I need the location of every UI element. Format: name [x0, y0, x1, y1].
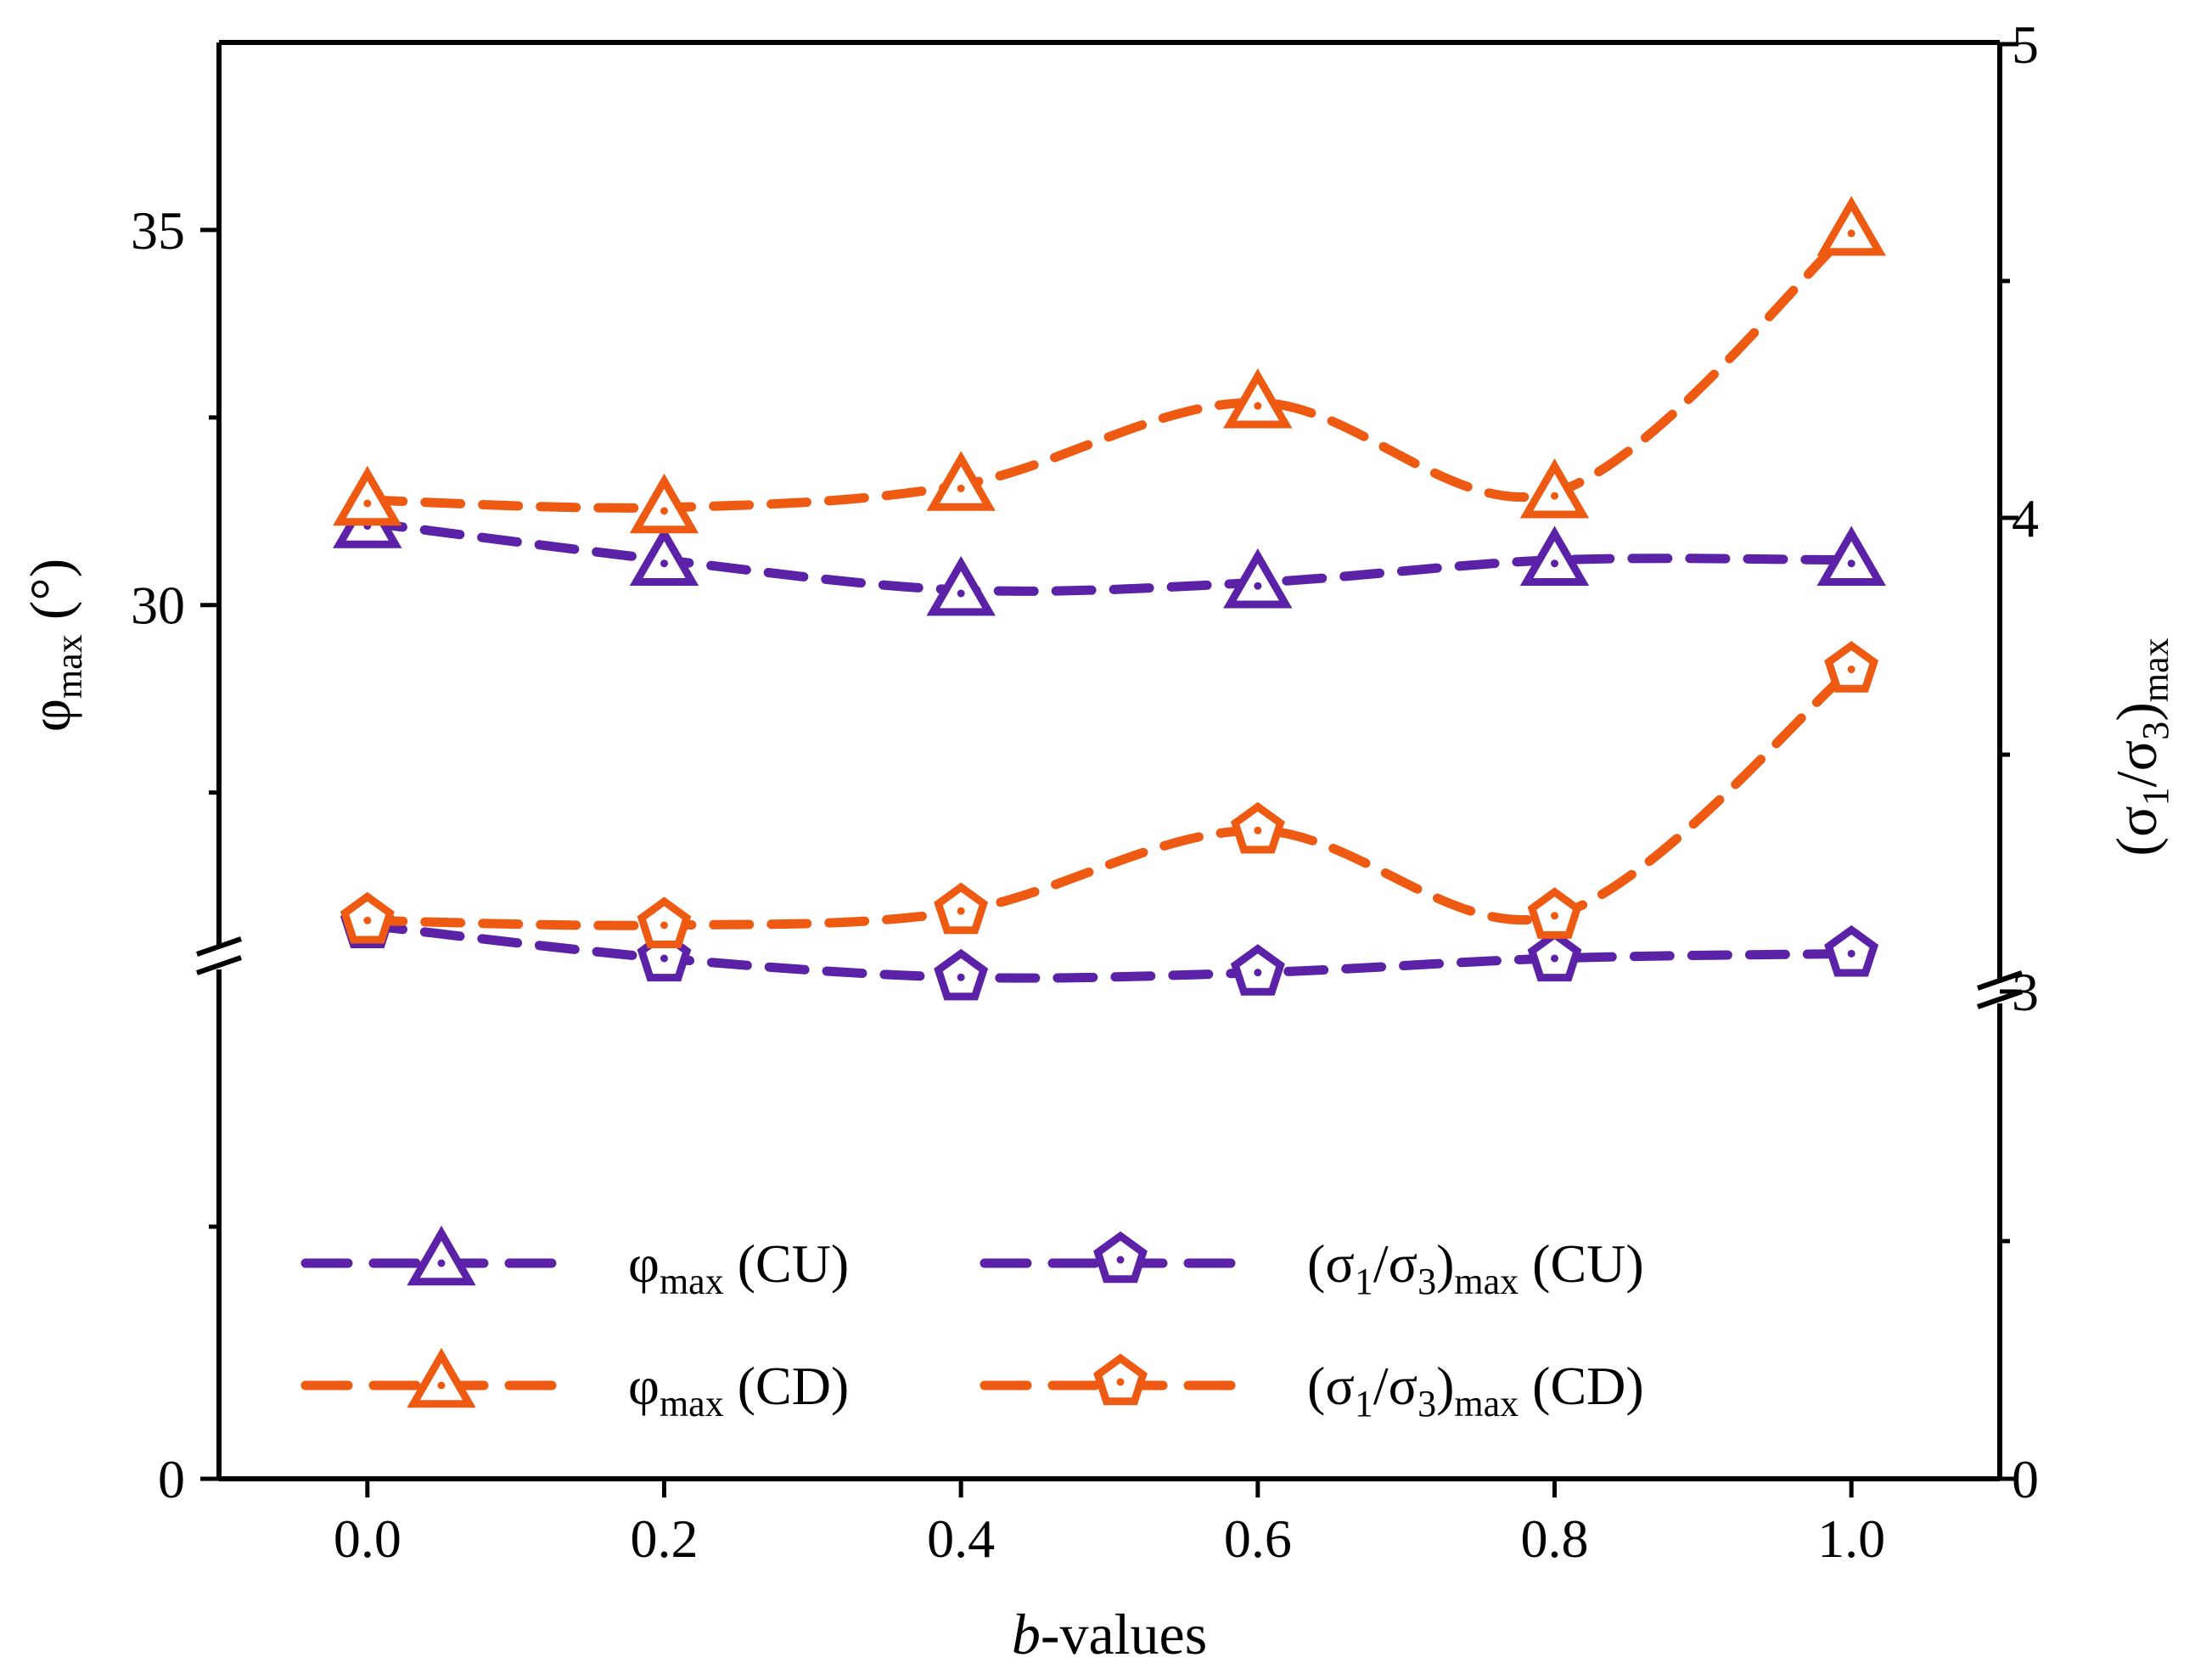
- series-1-point-center: [363, 499, 372, 508]
- legend-entry-0: φmax (CU): [300, 1225, 849, 1302]
- series-3: [340, 641, 1879, 948]
- series-2-point-center: [1847, 949, 1855, 958]
- x-tick-label: 0.8: [1521, 1509, 1589, 1569]
- y-left-tick-label: 0: [158, 1449, 185, 1509]
- series-0-point: [1223, 548, 1293, 609]
- series-0: [333, 488, 1886, 616]
- legend-marker-center: [437, 1259, 446, 1267]
- series-1-point-center: [1254, 402, 1262, 410]
- series-1-point-center: [660, 507, 668, 515]
- y-right-tick-label: 4: [2012, 488, 2039, 548]
- series-3-point-center: [1551, 912, 1558, 920]
- legend-marker-center: [437, 1381, 446, 1390]
- x-tick-label: 0.4: [927, 1509, 995, 1569]
- series-1-point: [926, 451, 996, 511]
- y-right-tick-label: 5: [2012, 14, 2039, 75]
- right-axis-break-mark-upper: [1977, 970, 2023, 991]
- series-1-point-center: [957, 484, 965, 492]
- legend-label: (σ1/σ3)max (CD): [1307, 1356, 1644, 1424]
- x-tick-label: 0.2: [631, 1509, 699, 1569]
- left-axis-break-mark-lower: [196, 955, 242, 975]
- y-right-axis-title: (σ1/σ3)max: [2104, 638, 2176, 856]
- x-tick-label: 0.0: [334, 1509, 401, 1569]
- series-2: [340, 896, 1879, 1001]
- x-axis-title: b-values: [1012, 1602, 1207, 1666]
- series-0-point-center: [1847, 559, 1855, 568]
- series-2-point-center: [660, 954, 668, 963]
- series-1-point: [1223, 368, 1293, 429]
- series-0-point: [1519, 525, 1590, 586]
- legend-marker-center: [1116, 1256, 1125, 1264]
- series-0-point: [1816, 525, 1886, 586]
- right-axis-break-mark-lower: [1977, 989, 2023, 1009]
- series-1: [333, 195, 1886, 534]
- legend-label: φmax (CU): [628, 1233, 849, 1302]
- series-1-line: [362, 225, 1856, 513]
- legend-marker-center: [1116, 1378, 1125, 1386]
- series-0-point: [629, 525, 699, 586]
- y-right-tick-label: 3: [2012, 962, 2039, 1022]
- series-3-line: [362, 665, 1856, 930]
- legend-marker: [407, 1225, 476, 1286]
- series-1-point: [629, 473, 699, 534]
- series-1-point: [333, 465, 402, 526]
- legend-label: φmax (CD): [628, 1356, 849, 1424]
- series-0-point: [926, 555, 996, 616]
- legend-label: (σ1/σ3)max (CU): [1307, 1233, 1644, 1302]
- legend: φmax (CU) φmax (CD) (σ1/σ3)max (CU) (σ1/σ3)…: [300, 1225, 1644, 1424]
- y-right-tick-label: 0: [2012, 1449, 2039, 1509]
- series-2-point-center: [1254, 969, 1262, 977]
- series-0-point-center: [1551, 559, 1558, 568]
- series-0-line: [362, 518, 1856, 596]
- series-2-line: [362, 920, 1856, 983]
- series-2-point-center: [957, 973, 965, 981]
- legend-entry-3: (σ1/σ3)max (CD): [980, 1353, 1644, 1424]
- y-left-tick-label: 30: [131, 576, 185, 636]
- y-left-axis-title: φmax (°): [18, 559, 90, 733]
- y-left-tick-label: 35: [131, 200, 185, 261]
- series-layer: [333, 195, 1886, 1001]
- x-tick-label: 0.6: [1224, 1509, 1292, 1569]
- series-3-point-center: [957, 907, 965, 915]
- series-1-point-center: [1551, 492, 1558, 500]
- series-1-point: [1816, 195, 1886, 256]
- series-0-point-center: [1254, 582, 1262, 590]
- series-3-point-center: [660, 921, 668, 930]
- legend-marker: [407, 1347, 476, 1408]
- axes: 0.0 0.2 0.4 0.6 0.8 1.0 0 30 35 0 3 4 5 b-values φmax …: [18, 14, 2176, 1666]
- legend-entry-2: (σ1/σ3)max (CU): [980, 1231, 1644, 1302]
- series-3-point-center: [1254, 826, 1262, 834]
- series-1-point: [1519, 458, 1590, 519]
- series-1-point-center: [1847, 229, 1855, 238]
- series-2-point-center: [1551, 954, 1558, 963]
- series-3-point-center: [1847, 666, 1855, 674]
- series-0-point-center: [957, 589, 965, 598]
- series-0-point-center: [660, 559, 668, 568]
- x-tick-label: 1.0: [1817, 1509, 1885, 1569]
- series-3-point-center: [363, 916, 372, 924]
- left-axis-break-mark-upper: [196, 936, 242, 957]
- legend-entry-1: φmax (CD): [300, 1347, 849, 1424]
